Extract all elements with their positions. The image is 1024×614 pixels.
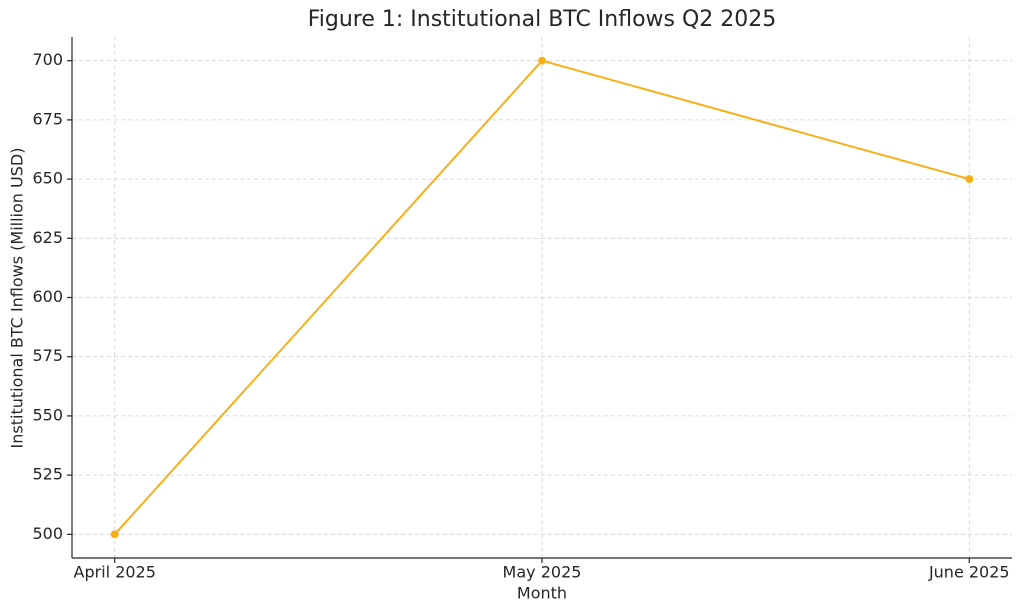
x-axis-label: Month — [517, 584, 567, 603]
point — [965, 175, 974, 184]
y-tick-label: 600 — [32, 287, 63, 306]
y-axis-label: Institutional BTC Inflows (Million USD) — [8, 148, 27, 449]
point — [110, 530, 119, 539]
x-tick-label: May 2025 — [503, 563, 582, 582]
point — [538, 56, 546, 65]
y-tick-label: 575 — [32, 346, 63, 365]
y-tick-label: 650 — [32, 169, 63, 188]
y-tick-label: 675 — [32, 109, 63, 128]
y-tick-label: 625 — [32, 228, 63, 247]
y-tick-label: 525 — [32, 465, 63, 484]
y-tick-label: 500 — [32, 524, 63, 543]
chart-title: Figure 1: Institutional BTC Inflows Q2 2… — [308, 7, 777, 32]
y-tick-label: 700 — [32, 50, 63, 69]
y-tick-label: 550 — [32, 405, 63, 424]
x-tick-label: April 2025 — [74, 563, 156, 582]
x-tick-label: June 2025 — [928, 563, 1010, 582]
